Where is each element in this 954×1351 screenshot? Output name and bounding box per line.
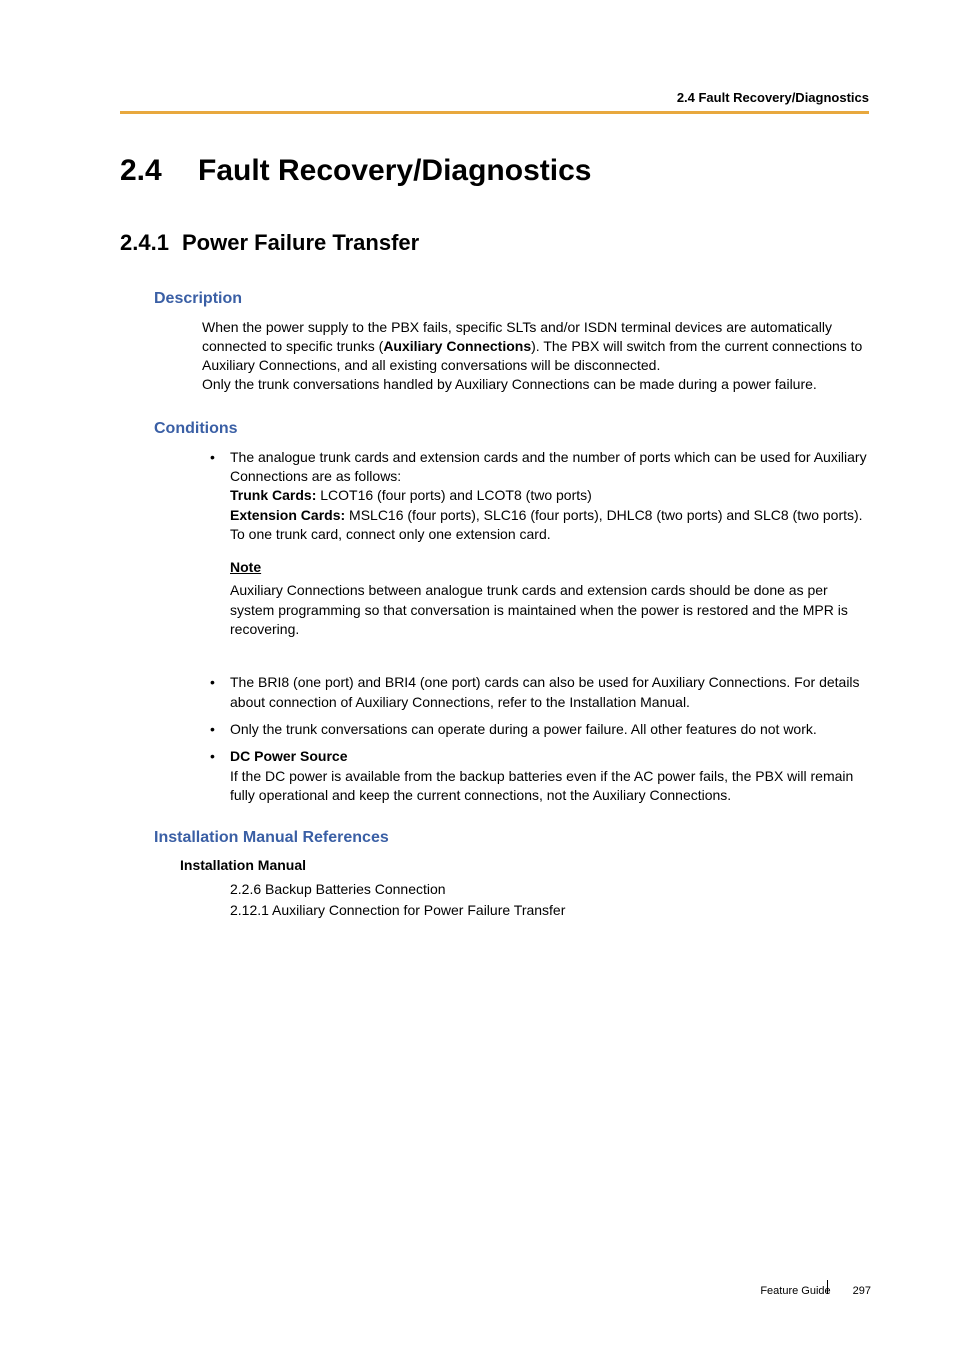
conditions-list: The analogue trunk cards and extension c…: [202, 448, 869, 640]
footer-label: Feature Guide: [760, 1285, 830, 1297]
note-block: Note Auxiliary Connections between analo…: [230, 558, 869, 639]
references-heading: Installation Manual References: [154, 829, 869, 847]
page-container: 2.4 Fault Recovery/Diagnostics 2.4Fault …: [0, 0, 954, 981]
footer-page-number: 297: [853, 1285, 871, 1297]
cond1-intro: The analogue trunk cards and extension c…: [230, 449, 867, 484]
condition-item-4: DC Power Source If the DC power is avail…: [202, 747, 869, 805]
condition-item-2: The BRI8 (one port) and BRI4 (one port) …: [202, 673, 869, 712]
h2-number: 2.4.1: [120, 230, 182, 256]
cond1-trunk-label: Trunk Cards:: [230, 487, 316, 503]
h1-number: 2.4: [120, 154, 198, 188]
condition-item-3: Only the trunk conversations can operate…: [202, 720, 869, 739]
cond4-label: DC Power Source: [230, 748, 347, 764]
section-heading-2: 2.4.1Power Failure Transfer: [120, 230, 869, 256]
references-subheading: Installation Manual: [180, 857, 869, 873]
cond1-ext-text: MSLC16 (four ports), SLC16 (four ports),…: [345, 507, 862, 523]
reference-item: 2.2.6 Backup Batteries Connection: [230, 879, 869, 900]
desc-bold-1: Auxiliary Connections: [383, 338, 531, 354]
header-rule: [120, 111, 869, 114]
note-text: Auxiliary Connections between analogue t…: [230, 581, 869, 639]
description-body: When the power supply to the PBX fails, …: [202, 318, 869, 394]
references-list: 2.2.6 Backup Batteries Connection 2.12.1…: [230, 879, 869, 921]
description-heading: Description: [154, 290, 869, 308]
note-label: Note: [230, 558, 869, 577]
section-heading-1: 2.4Fault Recovery/Diagnostics: [120, 154, 869, 188]
page-footer: Feature Guide 297: [760, 1285, 871, 1297]
reference-item: 2.12.1 Auxiliary Connection for Power Fa…: [230, 900, 869, 921]
desc-text-3: Only the trunk conversations handled by …: [202, 376, 817, 392]
conditions-list-2: The BRI8 (one port) and BRI4 (one port) …: [202, 673, 869, 805]
cond4-text: If the DC power is available from the ba…: [230, 768, 853, 803]
condition-item-1: The analogue trunk cards and extension c…: [202, 448, 869, 640]
h1-text: Fault Recovery/Diagnostics: [198, 154, 591, 187]
cond1-tail: To one trunk card, connect only one exte…: [230, 526, 551, 542]
conditions-heading: Conditions: [154, 420, 869, 438]
h2-text: Power Failure Transfer: [182, 230, 419, 255]
cond1-trunk-text: LCOT16 (four ports) and LCOT8 (two ports…: [316, 487, 591, 503]
header-breadcrumb: 2.4 Fault Recovery/Diagnostics: [120, 90, 869, 111]
cond1-ext-label: Extension Cards:: [230, 507, 345, 523]
